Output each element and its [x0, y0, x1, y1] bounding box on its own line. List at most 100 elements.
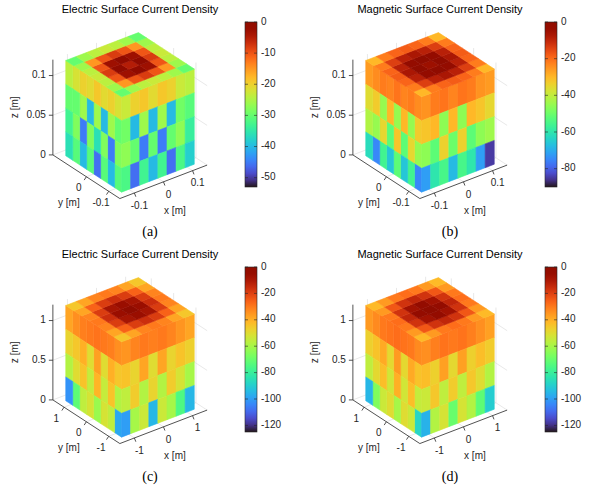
surface-cell — [101, 107, 108, 135]
surface-cell — [167, 369, 176, 396]
colorbar-tick — [245, 177, 248, 178]
grid-line — [495, 308, 496, 403]
colorbar-tick — [254, 53, 257, 54]
surface-cell — [467, 147, 476, 174]
surface-cell — [373, 382, 380, 410]
axis-title: z [m] — [309, 96, 320, 118]
colorbar-tick — [554, 346, 557, 347]
surface-cell — [140, 134, 149, 161]
tick-label: -1 — [435, 445, 444, 456]
colorbar-label: -10 — [261, 47, 276, 58]
surface-cell — [366, 377, 373, 405]
y-axis — [353, 400, 420, 444]
surface-cell — [449, 376, 458, 403]
surface-cell — [185, 140, 194, 167]
surface-cell — [485, 362, 494, 389]
tick-label: 0 — [76, 182, 82, 193]
colorbar-tick — [254, 22, 257, 23]
tick-label: 0.1 — [332, 69, 346, 80]
surface-cell — [158, 396, 167, 423]
colorbar-tick — [554, 425, 557, 426]
surface-cell — [87, 391, 94, 419]
surface-cell — [449, 83, 458, 110]
colorbar-tick — [245, 84, 248, 85]
surface-cell — [176, 144, 185, 171]
surface-cell — [158, 348, 167, 375]
surface-cell — [401, 155, 408, 183]
colorbar-tick — [545, 58, 548, 59]
surface-cell — [373, 89, 380, 117]
colorbar-tick — [554, 267, 557, 268]
surface-cell — [73, 137, 80, 165]
panel: -0.100.1-0.1000.050.1x [m]y [m]z [m]Magn… — [309, 3, 576, 240]
surface-cell — [431, 161, 440, 188]
colorbar-tick — [554, 95, 557, 96]
surface-cell — [128, 33, 146, 42]
colorbar-tick — [554, 399, 557, 400]
surface-cell — [408, 380, 415, 408]
surface-cell — [467, 392, 476, 419]
tick — [49, 320, 53, 321]
tick — [349, 115, 353, 116]
surface-cell — [458, 348, 467, 375]
surface-cell — [140, 355, 149, 382]
tick — [349, 154, 353, 155]
tick — [62, 407, 64, 410]
surface-cell — [101, 352, 108, 380]
colorbar-tick — [254, 425, 257, 426]
surface-cell — [394, 371, 401, 399]
surface-cell — [428, 278, 446, 287]
surface-cell — [431, 114, 440, 141]
surface-cell — [167, 345, 176, 372]
surface-cell — [73, 334, 80, 362]
surface-cell — [66, 132, 73, 160]
surface-cell — [387, 98, 394, 126]
surface-cell — [373, 113, 380, 141]
surface-cell — [167, 124, 176, 151]
surface-cell — [185, 314, 194, 341]
panel: -0.100.1-0.1000.050.1x [m]y [m]z [m]Elec… — [9, 3, 276, 240]
surface-cell — [401, 83, 408, 111]
tick — [163, 182, 164, 186]
surface-cell — [80, 70, 87, 98]
surface-cell — [422, 386, 431, 413]
colorbar-tick — [545, 399, 548, 400]
tick-label: 1 — [495, 422, 501, 433]
surface-cell — [73, 382, 80, 410]
surface-cell — [167, 392, 176, 419]
surface-cell — [131, 90, 140, 117]
surface-cell — [485, 117, 494, 144]
surface-cell — [87, 122, 94, 150]
tick — [163, 427, 164, 431]
colorbar-tick — [245, 372, 248, 373]
surface-cell — [401, 131, 408, 159]
surface-cell — [158, 151, 167, 178]
axis-title: z [m] — [9, 96, 20, 118]
surface-cell — [485, 140, 494, 167]
z-axis — [52, 60, 53, 155]
z-axis — [352, 305, 353, 400]
surface-cell — [101, 328, 108, 356]
surface-cell — [87, 74, 94, 102]
surface-cell — [176, 72, 185, 99]
figure: -0.100.1-0.1000.050.1x [m]y [m]z [m]Elec… — [0, 0, 601, 490]
surface-cell — [401, 376, 408, 404]
colorbar-label: -80 — [561, 162, 576, 173]
surface-cell — [80, 362, 87, 390]
tick-label: -0.1 — [392, 197, 410, 208]
surface-cell — [108, 404, 115, 432]
surface-cell — [108, 112, 115, 140]
pane — [140, 26, 207, 165]
surface-cell — [467, 345, 476, 372]
surface-cell — [387, 74, 394, 102]
colorbar-label: -20 — [261, 78, 276, 89]
surface-cell — [387, 146, 394, 174]
colorbar-label: -20 — [561, 52, 576, 63]
colorbar-label: -80 — [561, 366, 576, 377]
tick — [49, 115, 53, 116]
surface-cell — [108, 357, 115, 385]
tick-label: -1 — [397, 442, 406, 453]
grid-line — [195, 308, 196, 403]
surface-cell — [115, 164, 122, 192]
surface-cell — [122, 165, 131, 192]
